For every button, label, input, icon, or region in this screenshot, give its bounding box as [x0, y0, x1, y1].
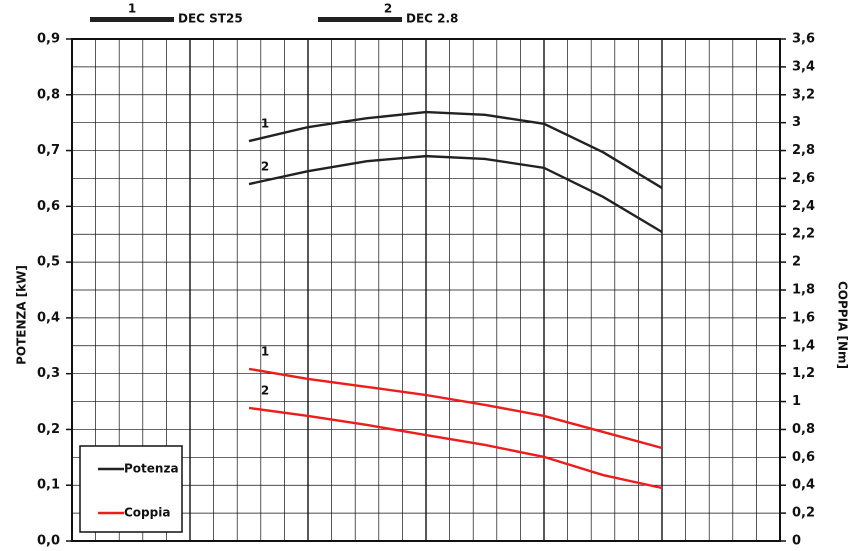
- y2-tick-label: 1: [792, 394, 801, 409]
- legend-label: Potenza: [124, 462, 179, 476]
- y2-tick-label: 1,6: [792, 310, 815, 325]
- y2-tick-label: 3,6: [792, 32, 815, 47]
- y-tick-label: 0,0: [37, 534, 60, 549]
- y2-tick-label: 1,2: [792, 366, 815, 381]
- y2-tick-label: 0,4: [792, 478, 815, 493]
- legend-label: DEC ST25: [178, 12, 243, 26]
- y-tick-label: 0,6: [37, 199, 60, 214]
- y-tick-label: 0,4: [37, 310, 60, 325]
- y-tick-label: 0,2: [37, 422, 60, 437]
- y-tick-label: 0,7: [37, 143, 60, 158]
- legend-label: DEC 2.8: [406, 12, 458, 26]
- y2-tick-label: 3,4: [792, 59, 815, 74]
- y-tick-label: 0,1: [37, 478, 60, 493]
- y2-tick-label: 2,6: [792, 171, 815, 186]
- legend-swatch: [90, 17, 174, 22]
- series-line: [248, 154, 663, 234]
- legend-label: Coppia: [124, 506, 170, 520]
- y2-tick-label: 0,2: [792, 506, 815, 521]
- series-line: [248, 406, 663, 490]
- series-label: 1: [261, 344, 269, 358]
- y-tick-label: 0,3: [37, 366, 60, 381]
- y2-tick-label: 0,8: [792, 422, 815, 437]
- y2-tick-label: 3,2: [792, 87, 815, 102]
- legend-box: [79, 445, 183, 533]
- y2-tick-label: 1,4: [792, 338, 815, 353]
- y-tick-label: 0,5: [37, 255, 60, 270]
- y2-tick-label: 2,4: [792, 199, 815, 214]
- y-tick-label: 0,8: [37, 87, 60, 102]
- series-line: [248, 367, 663, 450]
- series-line: [248, 110, 663, 189]
- legend-number: 2: [384, 2, 392, 16]
- y2-tick-label: 2,2: [792, 227, 815, 242]
- series-label: 1: [261, 117, 269, 131]
- y2-tick-label: 2,8: [792, 143, 815, 158]
- legend-swatch: [318, 17, 402, 22]
- y2-axis-title: COPPIA [Nm]: [836, 281, 850, 369]
- series-label: 2: [261, 160, 269, 174]
- y2-tick-label: 0,6: [792, 450, 815, 465]
- series-label: 2: [261, 383, 269, 397]
- y2-tick-label: 2: [792, 255, 801, 270]
- y2-tick-label: 0: [792, 534, 801, 549]
- y-axis-title: POTENZA [kW]: [15, 265, 29, 365]
- y2-tick-label: 1,8: [792, 283, 815, 298]
- y2-tick-label: 3: [792, 115, 801, 130]
- y-tick-label: 0,9: [37, 32, 60, 47]
- legend-number: 1: [128, 2, 136, 16]
